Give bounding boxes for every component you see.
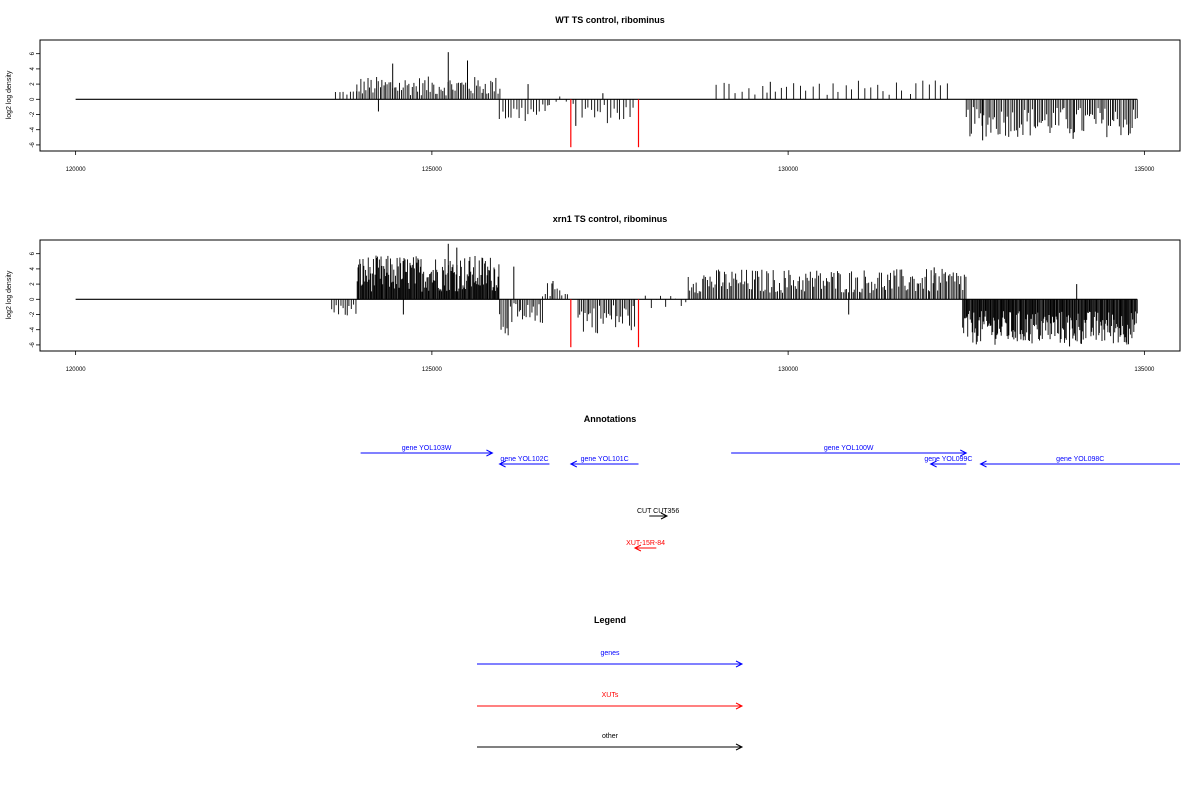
feature-gene-yol098c: gene YOL098C	[979, 456, 1180, 468]
xrn1-y-tick-label: 4	[30, 267, 36, 271]
xrn1-density-panel: xrn1 TS control, ribominus log2 log dens…	[6, 214, 1181, 373]
wt-density-panel: WT TS control, ribominus log2 log densit…	[6, 15, 1181, 173]
xrn1-y-tick-label: -6	[30, 342, 36, 348]
xrn1-x-tick-label: 135000	[1134, 367, 1155, 373]
feature-arrow-head	[486, 449, 494, 457]
legend-item-xuts: XUTs	[477, 692, 744, 710]
xrn1-y-tick-label: 6	[30, 251, 36, 255]
xrn1-y-axis-label: log2 log density	[6, 270, 13, 319]
feature-label: gene YOL100W	[824, 445, 874, 452]
legend-label: genes	[600, 650, 620, 657]
xrn1-panel-title: xrn1 TS control, ribominus	[553, 214, 668, 224]
xrn1-marks	[75, 243, 1138, 348]
xrn1-x-tick-label: 130000	[778, 367, 799, 373]
feature-label: gene YOL103W	[402, 445, 452, 452]
wt-y-tick-label: 6	[30, 51, 36, 55]
feature-arrow-head	[660, 512, 669, 520]
feature-arrow-head	[498, 460, 506, 468]
xrn1-plot-frame	[39, 239, 1181, 352]
xrn1-y-tick-label: -2	[30, 311, 36, 317]
legend: Legend genes XUTs other	[477, 615, 744, 751]
feature-xut-15r-84: XUT-15R-84	[626, 540, 665, 552]
feature-label: gene YOL102C	[500, 456, 548, 463]
xrn1-y-tick-label: 0	[30, 297, 36, 301]
feature-label: gene YOL099C	[924, 456, 972, 463]
feature-arrow-head	[569, 460, 578, 468]
legend-arrow-head	[735, 743, 744, 751]
wt-y-tick-label: -2	[30, 111, 36, 117]
xrn1-axes: -6 -4 -2 0 2 4 6 120000 125000 130000 135000	[30, 251, 1155, 373]
feature-gene-yol103w: gene YOL103W	[360, 445, 494, 457]
wt-axes: -6 -4 -2 0 2 4 6 120000 125000 130000 135000	[30, 51, 1155, 173]
legend-label: XUTs	[602, 692, 619, 699]
wt-x-tick-label: 130000	[778, 167, 799, 173]
feature-arrow-head	[979, 460, 987, 468]
legend-items: genes XUTs other	[477, 650, 744, 751]
legend-item-other: other	[477, 733, 744, 751]
feature-gene-yol099c: gene YOL099C	[924, 456, 973, 468]
wt-x-tick-label: 135000	[1134, 167, 1155, 173]
feature-gene-yol101c: gene YOL101C	[569, 456, 639, 468]
feature-label: XUT-15R-84	[626, 540, 665, 547]
wt-y-tick-label: 0	[30, 97, 36, 101]
wt-y-tick-label: 4	[30, 67, 36, 71]
wt-y-tick-label: 2	[30, 82, 36, 86]
wt-plot-frame	[39, 39, 1181, 152]
legend-label: other	[602, 733, 619, 740]
legend-title: Legend	[594, 615, 626, 625]
feature-gene-yol102c: gene YOL102C	[498, 456, 550, 468]
wt-x-tick-label: 125000	[422, 167, 443, 173]
wt-panel-title: WT TS control, ribominus	[555, 15, 665, 25]
xrn1-x-tick-label: 120000	[66, 367, 87, 373]
wt-y-tick-label: -4	[30, 126, 36, 132]
wt-x-tick-label: 120000	[66, 167, 87, 173]
xrn1-x-tick-label: 125000	[422, 367, 443, 373]
feature-gene-yol100w: gene YOL100W	[731, 445, 968, 457]
feature-cut-cut356: CUT CUT356	[637, 508, 679, 520]
feature-arrow-head	[633, 544, 642, 552]
xrn1-y-tick-label: 2	[30, 282, 36, 286]
feature-label: gene YOL101C	[581, 456, 629, 463]
legend-item-genes: genes	[477, 650, 744, 668]
legend-arrow-head	[735, 660, 744, 668]
wt-marks	[75, 52, 1138, 148]
feature-arrow-head	[929, 460, 937, 468]
wt-y-axis-label: log2 log density	[6, 70, 13, 119]
wt-y-tick-label: -6	[30, 142, 36, 148]
feature-list: gene YOL103W gene YOL102C gene YOL101C gene…	[360, 445, 1180, 552]
annotations-title: Annotations	[584, 414, 637, 424]
feature-label: CUT CUT356	[637, 508, 679, 515]
xrn1-y-tick-label: -4	[30, 326, 36, 332]
feature-arrow-head	[960, 449, 968, 457]
feature-label: gene YOL098C	[1056, 456, 1104, 463]
legend-arrow-head	[735, 702, 744, 710]
